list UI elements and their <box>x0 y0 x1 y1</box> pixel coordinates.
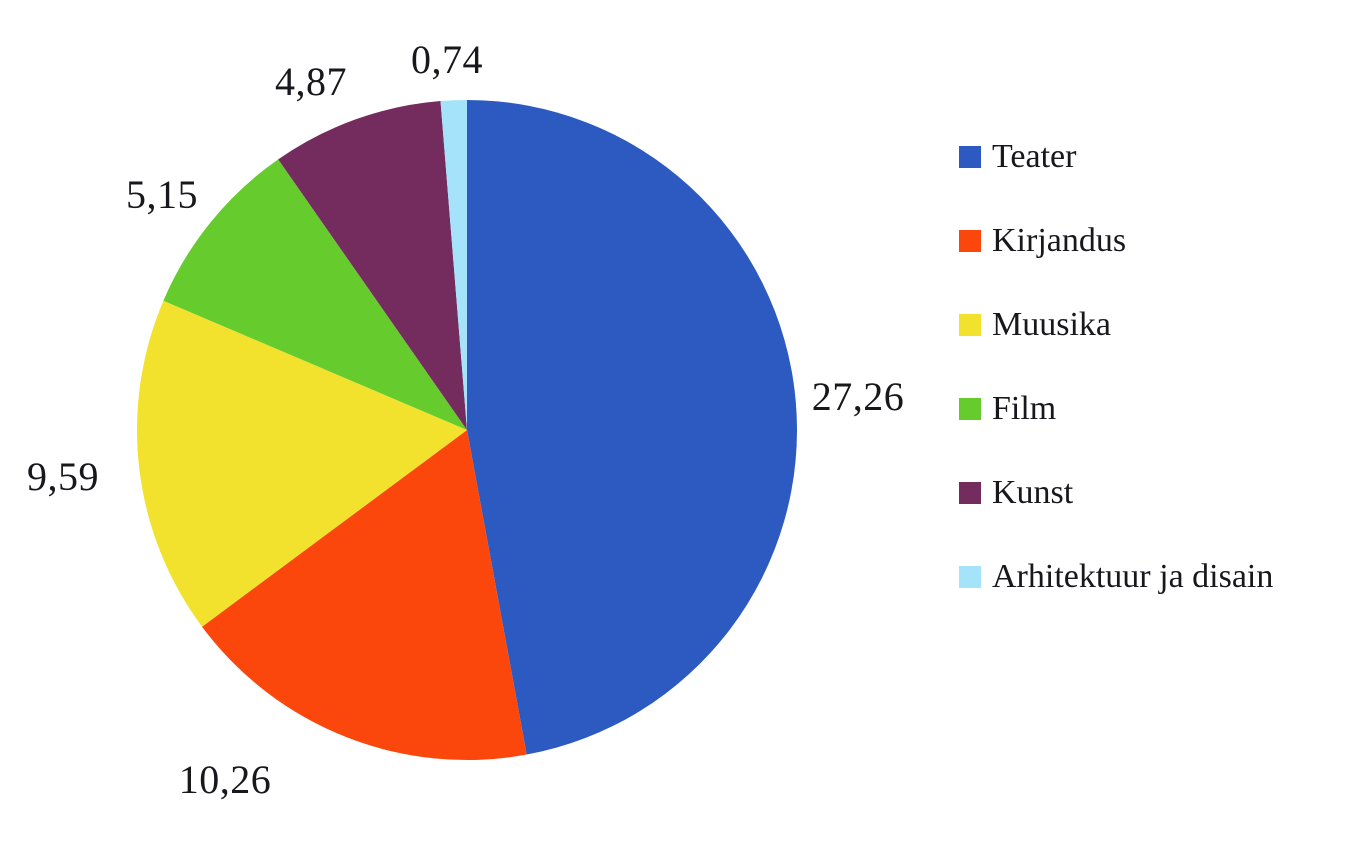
legend-swatch-teater <box>959 146 981 168</box>
pie-slice-muusika <box>137 300 467 627</box>
legend-label-film: Film <box>992 390 1057 427</box>
slice-value-label-kirjandus: 10,26 <box>178 757 272 802</box>
legend-item-kirjandus: Kirjandus <box>959 220 1273 262</box>
pie-slice-kunst <box>278 101 467 430</box>
legend-item-film: Film <box>959 388 1273 430</box>
legend-swatch-muusika <box>959 314 981 336</box>
legend-item-teater: Teater <box>959 136 1273 178</box>
slice-value-label-kunst: 4,87 <box>275 59 347 104</box>
pie-slice-teater <box>467 100 798 755</box>
pie-slice-kirjandus <box>202 430 527 761</box>
legend-item-arhitektuur-ja-disain: Arhitektuur ja disain <box>959 556 1273 598</box>
pie-slice-arhitektuur-ja-disain <box>440 99 467 430</box>
legend: Teater Kirjandus Muusika Film Kunst Arhi… <box>959 136 1273 598</box>
legend-item-muusika: Muusika <box>959 304 1273 346</box>
slice-value-label-teater: 27,26 <box>811 374 905 419</box>
legend-label-kunst: Kunst <box>992 474 1074 511</box>
slice-value-label-arhitektuur-ja-disain: 0,74 <box>411 37 483 82</box>
slice-value-label-film: 5,15 <box>126 172 198 217</box>
legend-label-muusika: Muusika <box>992 306 1111 343</box>
legend-swatch-arhitektuur-ja-disain <box>959 566 981 588</box>
legend-label-arhitektuur-ja-disain: Arhitektuur ja disain <box>992 558 1274 595</box>
legend-swatch-film <box>959 398 981 420</box>
legend-swatch-kunst <box>959 482 981 504</box>
legend-item-kunst: Kunst <box>959 472 1273 514</box>
legend-label-teater: Teater <box>992 138 1077 175</box>
slice-value-label-muusika: 9,59 <box>27 454 99 499</box>
legend-label-kirjandus: Kirjandus <box>992 222 1127 259</box>
legend-swatch-kirjandus <box>959 230 981 252</box>
pie-slice-film <box>163 159 467 430</box>
